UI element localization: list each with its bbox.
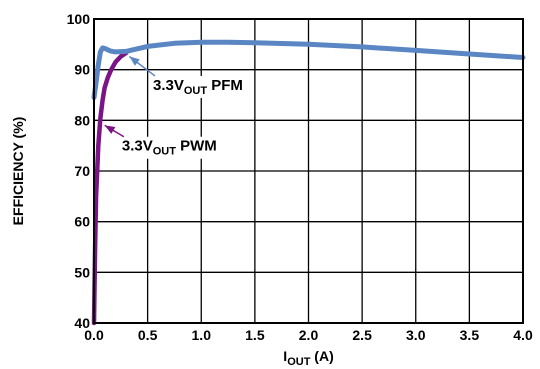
annotation-background xyxy=(150,75,245,98)
pfm-efficiency-line xyxy=(91,39,526,100)
pwm-efficiency-line xyxy=(91,50,129,326)
annotation-arrowhead xyxy=(129,56,140,66)
pwm-annotation-pre: 3.3V xyxy=(122,138,153,155)
x-axis-label-main: I xyxy=(283,348,287,364)
pwm-annotation-post: PWM xyxy=(176,138,217,155)
pfm-annotation-post: PFM xyxy=(207,77,243,94)
y-axis-label: EFFICIENCY (%) xyxy=(10,117,26,226)
pwm-annotation-label: 3.3VOUT PWM xyxy=(122,138,217,158)
x-tick-label: 2.5 xyxy=(352,327,372,343)
grid xyxy=(93,18,524,324)
x-tick-label: 3.0 xyxy=(406,327,426,343)
x-axis-label-rest: (A) xyxy=(310,348,333,364)
y-tick-label: 40 xyxy=(74,315,90,331)
tick-labels: 0.0 0.5 1.0 1.5 2.0 2.5 3.0 3.5 4.0 40 50 60 70 80 90 1… xyxy=(67,11,533,343)
y-tick-label: 80 xyxy=(74,112,90,128)
y-tick-label: 50 xyxy=(74,264,90,280)
x-tick-label: 2.0 xyxy=(299,327,319,343)
pfm-annotation-sub: OUT xyxy=(184,85,208,97)
pfm-annotation-pre: 3.3V xyxy=(153,77,184,94)
x-tick-label: 1.5 xyxy=(245,327,265,343)
pwm-annotation-sub: OUT xyxy=(153,146,177,158)
annotation-arrowhead xyxy=(104,125,116,134)
x-tick-label: 1.0 xyxy=(192,327,212,343)
annotation-background xyxy=(119,136,219,159)
pfm-annotation-label: 3.3VOUT PFM xyxy=(153,77,243,97)
series-lines xyxy=(91,39,526,326)
x-tick-label: 4.0 xyxy=(513,327,533,343)
y-tick-label: 90 xyxy=(74,62,90,78)
x-tick-label: 3.5 xyxy=(460,327,480,343)
x-axis-label: IOUT (A) xyxy=(283,348,333,368)
x-tick-label: 0.5 xyxy=(138,327,158,343)
y-tick-label: 100 xyxy=(67,11,91,27)
x-axis-label-sub: OUT xyxy=(287,356,311,368)
plot-frame xyxy=(93,18,524,324)
annotations: 3.3VOUT PFM 3.3VOUT PWM xyxy=(104,55,245,159)
y-tick-label: 60 xyxy=(74,214,90,230)
y-tick-label: 70 xyxy=(74,163,90,179)
x-tick-label: 0.0 xyxy=(84,327,104,343)
